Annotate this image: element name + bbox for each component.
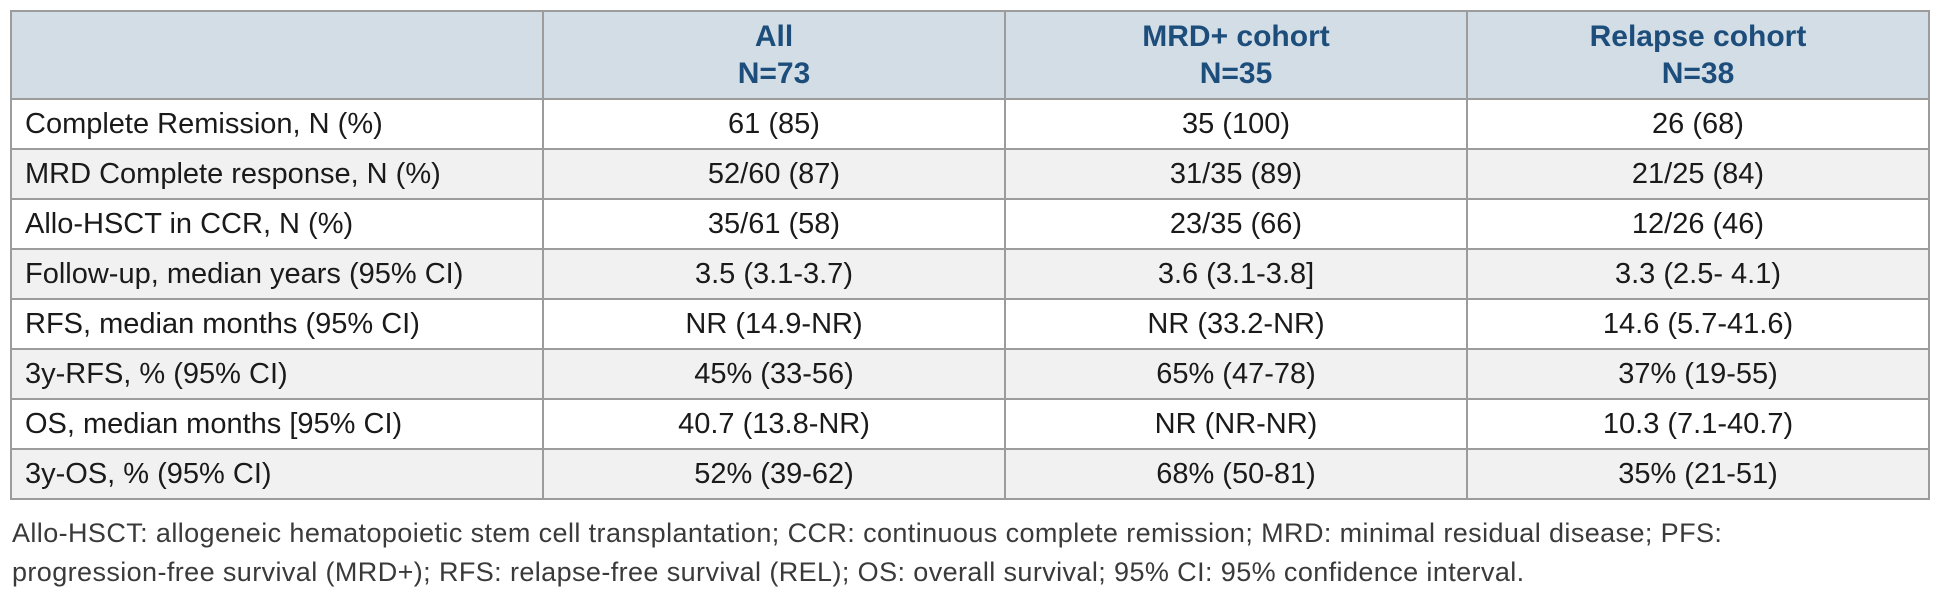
row-label: 3y-RFS, % (95% CI) — [10, 348, 544, 400]
column-header-label: All — [754, 20, 794, 53]
header-row: All N=73 MRD+ cohort N=35 Relapse cohort… — [10, 10, 1930, 100]
row-label: Follow-up, median years (95% CI) — [10, 248, 544, 300]
column-header-label: MRD+ cohort — [1142, 20, 1330, 53]
row-label: Allo-HSCT in CCR, N (%) — [10, 198, 544, 250]
column-header-n: N=35 — [1199, 57, 1273, 90]
table-cell: 3.6 (3.1-3.8] — [1004, 248, 1468, 300]
table-cell: NR (NR-NR) — [1004, 398, 1468, 450]
table-cell: 52% (39-62) — [542, 448, 1006, 500]
table-cell: 65% (47-78) — [1004, 348, 1468, 400]
table-cell: 31/35 (89) — [1004, 148, 1468, 200]
row-label: 3y-OS, % (95% CI) — [10, 448, 544, 500]
table-cell: 37% (19-55) — [1466, 348, 1930, 400]
table-cell: 23/35 (66) — [1004, 198, 1468, 250]
row-label: OS, median months [95% CI) — [10, 398, 544, 450]
column-header-mrd-cohort: MRD+ cohort N=35 — [1004, 10, 1468, 100]
column-header-n: N=38 — [1661, 57, 1735, 90]
column-header-all: All N=73 — [542, 10, 1006, 100]
table-row-allo-hsct-in-ccr: Allo-HSCT in CCR, N (%) 35/61 (58) 23/35… — [10, 198, 1930, 250]
table-cell: 68% (50-81) — [1004, 448, 1468, 500]
table-row-rfs-median: RFS, median months (95% CI) NR (14.9-NR)… — [10, 298, 1930, 350]
column-header-n: N=73 — [737, 57, 811, 90]
footnote-line: Allo-HSCT: allogeneic hematopoietic stem… — [12, 518, 1723, 548]
table-row-3y-os: 3y-OS, % (95% CI) 52% (39-62) 68% (50-81… — [10, 448, 1930, 500]
abbreviations-footnote: Allo-HSCT: allogeneic hematopoietic stem… — [12, 514, 1938, 592]
row-label: Complete Remission, N (%) — [10, 98, 544, 150]
table-cell: 45% (33-56) — [542, 348, 1006, 400]
table-cell: 52/60 (87) — [542, 148, 1006, 200]
table-row-3y-rfs: 3y-RFS, % (95% CI) 45% (33-56) 65% (47-7… — [10, 348, 1930, 400]
results-table: All N=73 MRD+ cohort N=35 Relapse cohort… — [10, 10, 1930, 500]
table-cell: 61 (85) — [542, 98, 1006, 150]
table-cell: 35/61 (58) — [542, 198, 1006, 250]
table-row-mrd-complete-response: MRD Complete response, N (%) 52/60 (87) … — [10, 148, 1930, 200]
table-cell: 3.5 (3.1-3.7) — [542, 248, 1006, 300]
table-cell: NR (14.9-NR) — [542, 298, 1006, 350]
row-label: RFS, median months (95% CI) — [10, 298, 544, 350]
table-cell: 14.6 (5.7-41.6) — [1466, 298, 1930, 350]
table-cell: 40.7 (13.8-NR) — [542, 398, 1006, 450]
table-cell: 10.3 (7.1-40.7) — [1466, 398, 1930, 450]
row-label: MRD Complete response, N (%) — [10, 148, 544, 200]
table-cell: 3.3 (2.5- 4.1) — [1466, 248, 1930, 300]
table-cell: 21/25 (84) — [1466, 148, 1930, 200]
table-row-follow-up: Follow-up, median years (95% CI) 3.5 (3.… — [10, 248, 1930, 300]
column-header-relapse-cohort: Relapse cohort N=38 — [1466, 10, 1930, 100]
table-row-complete-remission: Complete Remission, N (%) 61 (85) 35 (10… — [10, 98, 1930, 150]
footnote-line: progression-free survival (MRD+); RFS: r… — [12, 557, 1525, 587]
column-header-label: Relapse cohort — [1589, 20, 1807, 53]
table-row-os-median: OS, median months [95% CI) 40.7 (13.8-NR… — [10, 398, 1930, 450]
corner-header-cell — [10, 10, 544, 100]
table-cell: 35 (100) — [1004, 98, 1468, 150]
table-cell: 35% (21-51) — [1466, 448, 1930, 500]
table-cell: 26 (68) — [1466, 98, 1930, 150]
table-cell: NR (33.2-NR) — [1004, 298, 1468, 350]
table-cell: 12/26 (46) — [1466, 198, 1930, 250]
